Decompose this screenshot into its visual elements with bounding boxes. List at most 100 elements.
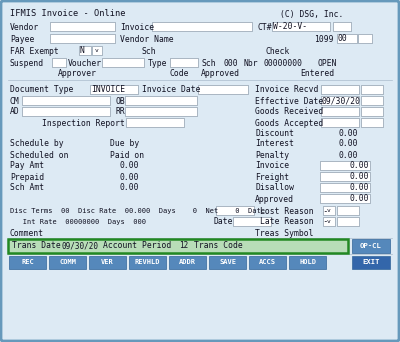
Bar (49, 256, 86, 269)
Text: 00000000: 00000000 (263, 58, 302, 67)
Text: v: v (327, 219, 331, 224)
Text: Lost Reason  -: Lost Reason - (260, 207, 328, 215)
Text: AD: AD (10, 107, 20, 117)
Text: RR: RR (115, 107, 125, 117)
Text: Suspend: Suspend (10, 58, 44, 67)
Bar (102, 58, 144, 67)
Text: v: v (327, 208, 331, 213)
Text: Approved: Approved (201, 69, 240, 79)
Text: Penalty: Penalty (255, 150, 289, 159)
Text: EXIT: EXIT (362, 260, 380, 265)
Text: Payee: Payee (10, 35, 34, 43)
Bar (22, 96, 110, 105)
Bar (238, 241, 298, 251)
Text: COMM: COMM (59, 260, 76, 265)
Text: Trans Code: Trans Code (194, 241, 243, 250)
Text: 00: 00 (338, 34, 348, 43)
Text: Scheduled on: Scheduled on (10, 150, 68, 159)
Text: Code: Code (170, 69, 190, 79)
Text: Treas Symbol: Treas Symbol (255, 228, 314, 237)
Text: Vendor Name: Vendor Name (120, 35, 174, 43)
Bar (90, 85, 138, 94)
Bar (321, 118, 359, 127)
Bar (323, 217, 335, 226)
Text: v: v (95, 48, 99, 53)
Bar (323, 206, 335, 215)
Text: Disc Terms  00  Disc Rate  00.000  Days    0  Net    0  Date: Disc Terms 00 Disc Rate 00.000 Days 0 Ne… (10, 208, 265, 214)
Text: Vendor: Vendor (10, 23, 39, 31)
Bar (337, 217, 359, 226)
Text: Invoice Recvd: Invoice Recvd (255, 86, 318, 94)
Text: Sch: Sch (142, 47, 157, 55)
Text: N: N (80, 46, 85, 55)
Bar (92, 46, 102, 55)
Bar (169, 256, 206, 269)
Text: Account Period: Account Period (103, 241, 171, 250)
Bar (129, 256, 166, 269)
Bar (320, 161, 370, 170)
Bar (8, 239, 348, 253)
Bar (233, 217, 271, 226)
Bar (320, 172, 370, 181)
Bar (361, 96, 383, 105)
Bar (321, 96, 359, 105)
Bar (60, 241, 98, 251)
Bar (125, 96, 197, 105)
Text: FAR Exempt: FAR Exempt (10, 47, 59, 55)
Text: Interest: Interest (255, 140, 294, 148)
Bar (9, 256, 46, 269)
Bar (352, 239, 390, 253)
Text: 0.00: 0.00 (350, 172, 369, 181)
Text: HOLD: HOLD (299, 260, 316, 265)
Bar (361, 107, 383, 116)
Text: Prepaid: Prepaid (10, 172, 44, 182)
Bar (152, 22, 252, 31)
Text: 0.00: 0.00 (338, 140, 358, 148)
Text: INVOICE: INVOICE (91, 85, 125, 94)
Text: Invoice Date: Invoice Date (142, 86, 200, 94)
Text: Invoice: Invoice (255, 161, 289, 171)
Text: Sch Amt: Sch Amt (10, 184, 44, 193)
Text: Paid on: Paid on (110, 150, 144, 159)
Bar (178, 241, 190, 251)
Text: 0.00: 0.00 (338, 129, 358, 137)
Text: 0.00: 0.00 (120, 184, 140, 193)
Text: Pay Amt: Pay Amt (10, 161, 44, 171)
Bar (272, 22, 330, 31)
Text: Discount: Discount (255, 129, 294, 137)
Text: 0.00: 0.00 (350, 194, 369, 203)
Text: Approver: Approver (58, 69, 97, 79)
Text: 0.00: 0.00 (338, 150, 358, 159)
Text: Approved: Approved (255, 195, 294, 203)
Bar (337, 206, 359, 215)
Text: 0.00: 0.00 (120, 172, 140, 182)
Bar (320, 194, 370, 203)
Text: Entered: Entered (300, 69, 334, 79)
Text: ACCS: ACCS (259, 260, 276, 265)
Bar (198, 85, 248, 94)
Text: Freight: Freight (255, 172, 289, 182)
Bar (321, 85, 359, 94)
Bar (249, 256, 286, 269)
Text: CT#: CT# (258, 23, 273, 31)
Bar (50, 34, 115, 43)
Text: 12: 12 (179, 241, 188, 250)
Text: REVHLD: REVHLD (135, 260, 160, 265)
Bar (22, 107, 110, 116)
Text: 0.00: 0.00 (350, 183, 369, 192)
Text: Type: Type (148, 58, 168, 67)
Bar (333, 22, 351, 31)
Text: Goods Accepted: Goods Accepted (255, 118, 323, 128)
Text: Check: Check (265, 47, 289, 55)
Bar (52, 58, 66, 67)
Text: 09/30/20: 09/30/20 (322, 96, 361, 105)
Bar (361, 85, 383, 94)
Text: CM: CM (10, 96, 20, 105)
Text: Inspection Report: Inspection Report (42, 118, 125, 128)
Text: OP-CL: OP-CL (360, 243, 382, 249)
Text: REC: REC (21, 260, 34, 265)
Bar (352, 256, 390, 269)
Text: Comment: Comment (10, 228, 44, 237)
Text: Sch: Sch (201, 58, 216, 67)
Text: OPEN: OPEN (318, 58, 338, 67)
